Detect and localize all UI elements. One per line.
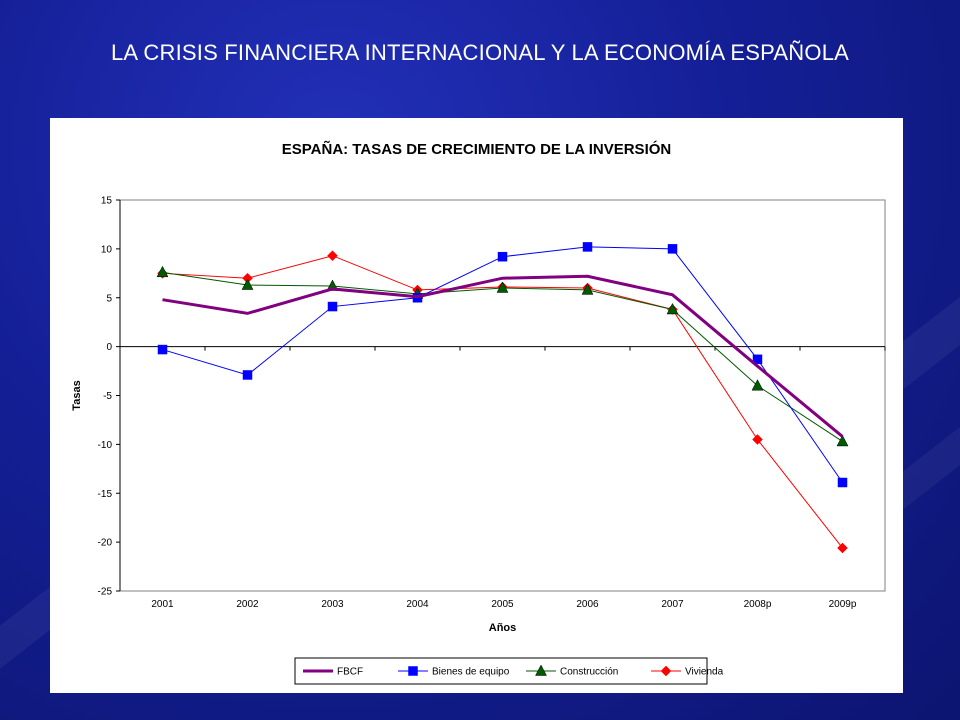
y-tick-label: -10 — [98, 440, 113, 451]
legend-label: FBCF — [337, 667, 363, 678]
x-axis-label: Años — [489, 622, 517, 634]
x-tick-label: 2007 — [661, 599, 684, 610]
data-point — [408, 666, 418, 676]
legend-label: Bienes de equipo — [432, 667, 510, 678]
legend-item: Bienes de equipo — [398, 666, 510, 678]
data-point — [157, 344, 168, 355]
data-point — [327, 250, 338, 262]
y-tick-label: -5 — [103, 391, 112, 402]
data-point — [752, 354, 763, 365]
legend-item: Vivienda — [651, 665, 724, 678]
data-point — [837, 542, 848, 554]
x-tick-label: 2006 — [576, 599, 599, 610]
legend-box — [294, 657, 708, 685]
x-tick-label: 2009p — [829, 599, 857, 610]
data-point — [497, 251, 508, 262]
x-tick-label: 2001 — [151, 599, 174, 610]
chart-title: ESPAÑA: TASAS DE CRECIMIENTO DE LA INVER… — [281, 141, 672, 158]
data-point — [660, 665, 672, 677]
data-point — [242, 370, 253, 380]
x-tick-label: 2005 — [491, 599, 514, 610]
x-tick-label: 2008p — [744, 599, 772, 610]
chart-panel: ESPAÑA: TASAS DE CRECIMIENTO DE LA INVER… — [50, 118, 903, 693]
data-point — [535, 664, 547, 676]
line-chart: 15 10 5 0 -5 -10 -15 -20 -25 2001 2002 2003 2004 2005… — [71, 196, 886, 685]
data-point — [667, 244, 678, 254]
plot-area — [119, 199, 886, 592]
data-point — [582, 242, 593, 252]
legend-label: Vivienda — [685, 667, 724, 678]
data-point — [241, 278, 254, 290]
data-point — [496, 281, 509, 293]
y-tick-label: 5 — [106, 293, 112, 304]
data-point — [666, 302, 679, 315]
data-point — [837, 477, 848, 488]
data-point — [751, 379, 764, 391]
y-axis-label: Tasas — [71, 380, 83, 410]
data-point — [581, 283, 594, 295]
y-tick-label: -20 — [98, 538, 113, 549]
data-point — [156, 265, 169, 278]
legend-label: Construcción — [560, 667, 618, 678]
y-tick-label: -15 — [98, 489, 113, 500]
data-point — [752, 434, 763, 445]
legend-item: Construcción — [526, 664, 618, 678]
legend-item: FBCF — [303, 667, 363, 678]
y-tick-label: 0 — [106, 342, 112, 353]
slide-title: LA CRISIS FINANCIERA INTERNACIONAL Y LA … — [110, 40, 850, 65]
x-tick-label: 2004 — [406, 599, 429, 610]
y-tick-label: 15 — [101, 196, 113, 207]
series-fbcf — [162, 274, 844, 438]
data-point — [327, 301, 338, 312]
x-tick-label: 2002 — [236, 599, 259, 610]
legend: FBCF Bienes de equipo Construcción Vivienda — [294, 657, 724, 685]
y-tick-label: 10 — [101, 244, 113, 255]
x-tick-label: 2003 — [321, 599, 344, 610]
y-tick-label: -25 — [98, 587, 113, 598]
data-point — [836, 434, 849, 447]
series-line — [162, 274, 844, 438]
